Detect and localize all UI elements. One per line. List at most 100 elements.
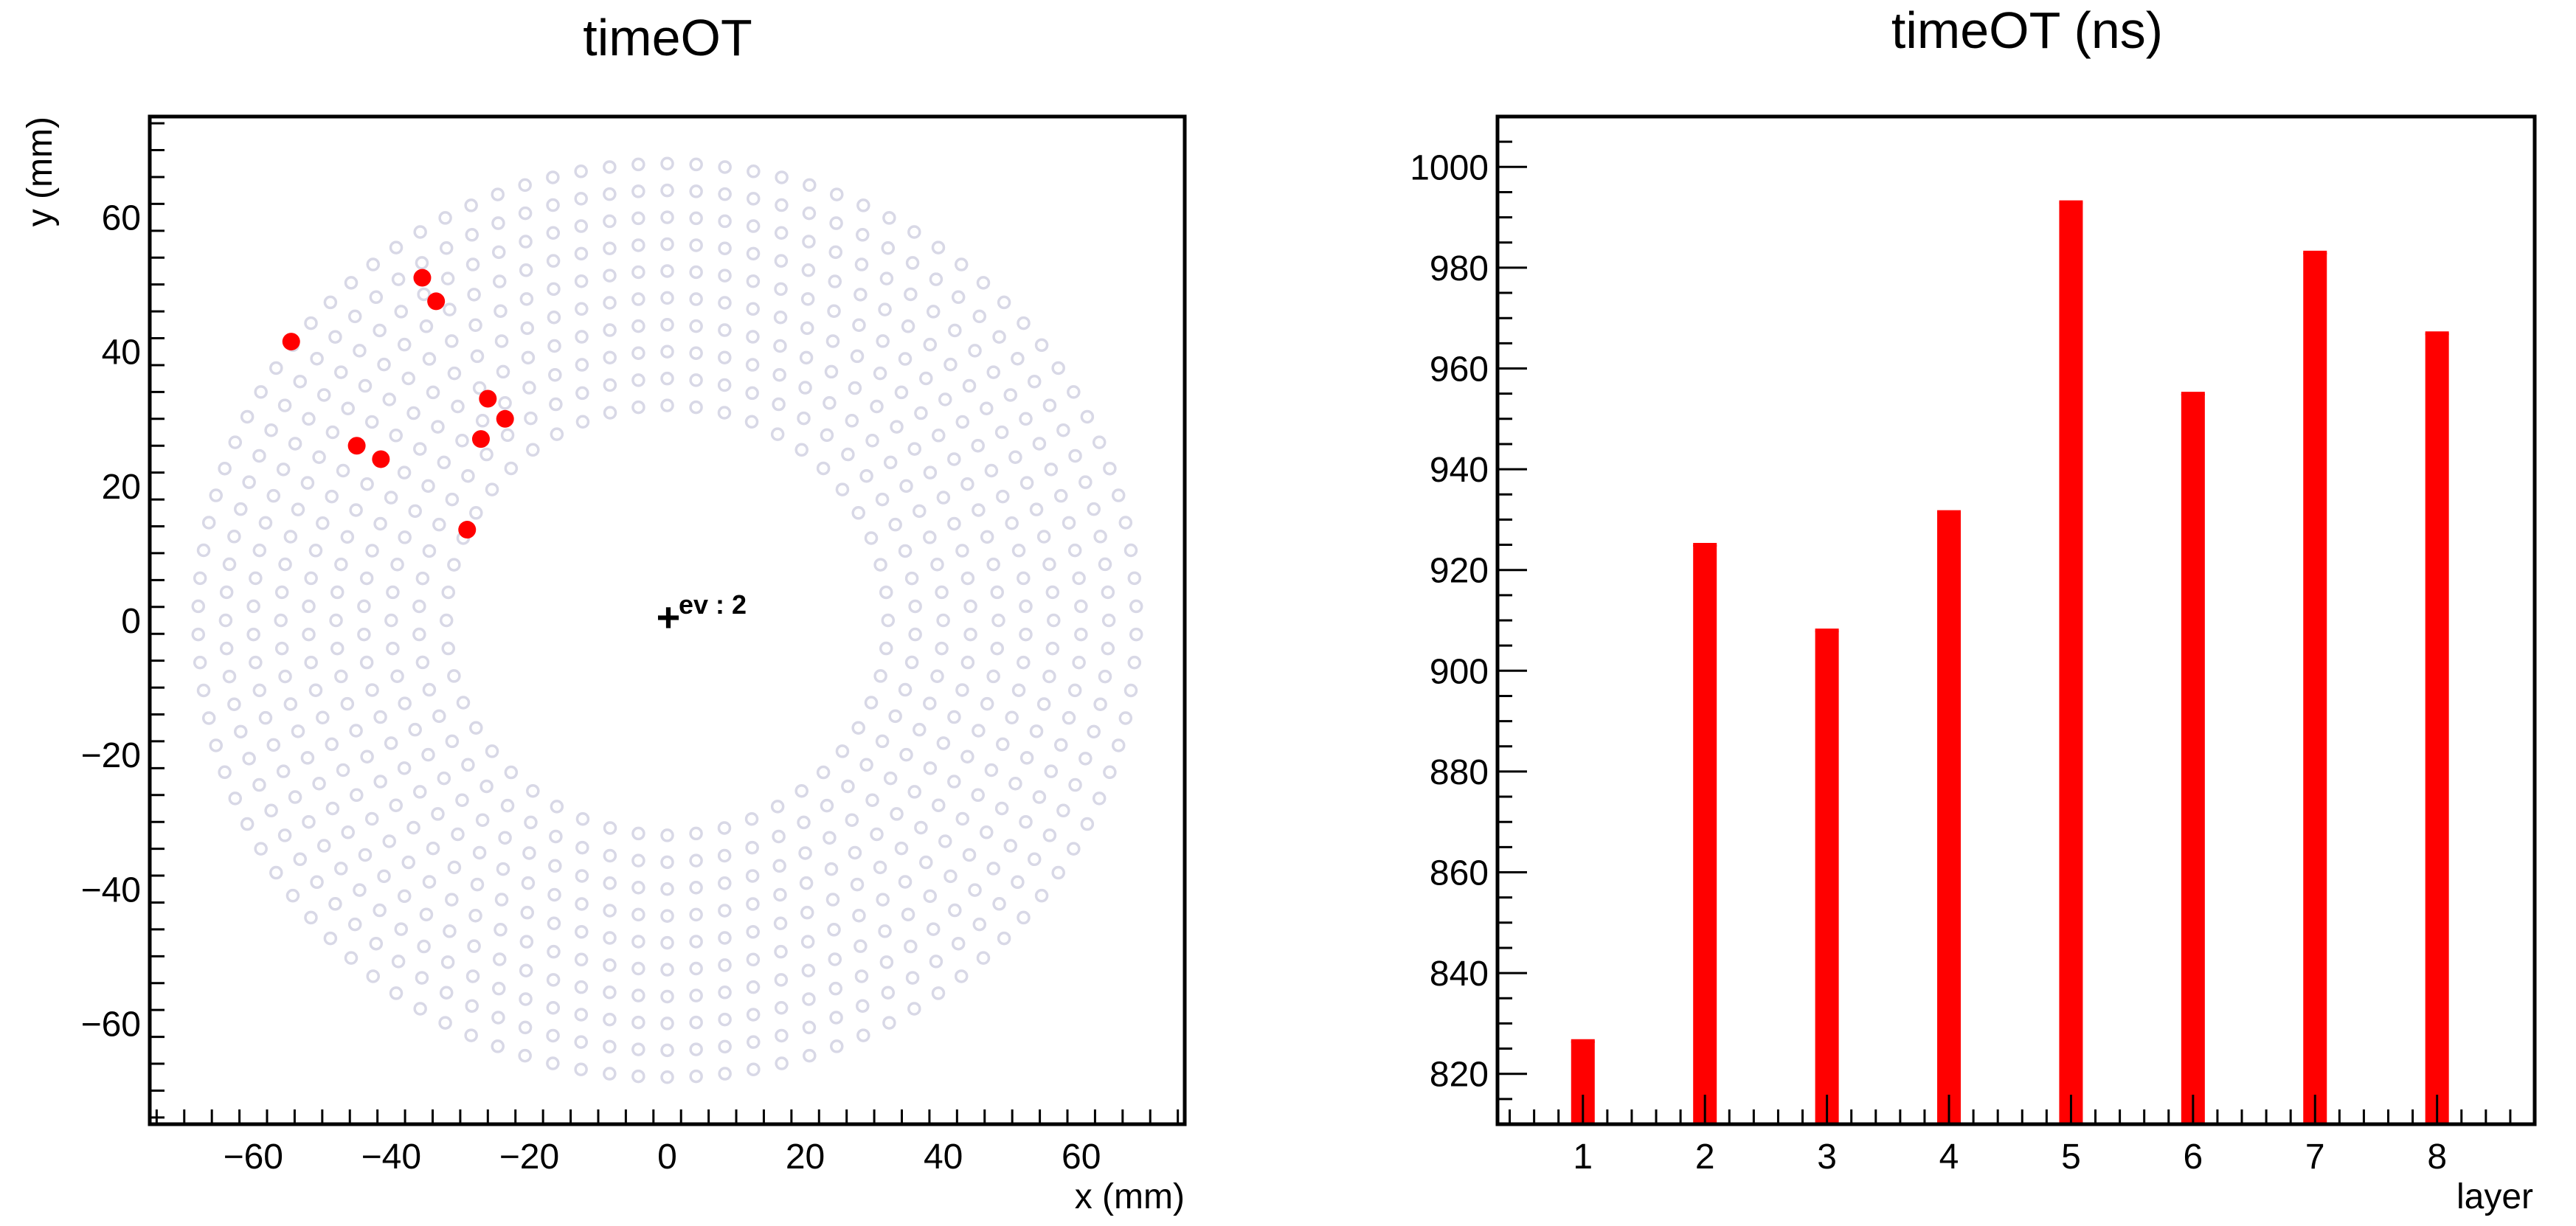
ring-marker [550,800,564,814]
ring-marker [439,613,454,628]
ring-marker [329,613,343,628]
ring-marker [277,398,292,412]
ring-marker [1092,792,1107,806]
ring-marker [881,241,896,255]
ring-marker [422,682,437,697]
ring-marker [325,489,339,504]
ring-marker [394,305,409,319]
ring-marker [519,963,533,977]
ring-marker [549,829,563,844]
hit-point [471,430,490,449]
ring-marker [1019,412,1033,426]
ring-marker [456,696,471,710]
ring-marker [234,502,248,516]
ring-marker [302,627,316,642]
ring-marker [873,860,887,875]
ring-marker [992,330,1006,344]
ring-marker [285,888,300,903]
ring-marker [1127,655,1142,670]
ring-marker [341,401,355,415]
ring-marker [747,1035,761,1049]
ring-marker [500,798,515,813]
ring-marker [689,346,703,360]
ring-marker [980,696,994,711]
ring-marker [1098,669,1112,684]
ring-marker [447,558,461,572]
ring-marker [689,826,703,841]
hit-point [458,521,477,539]
ring-marker [955,683,969,697]
ring-marker [774,226,789,240]
ring-marker [603,160,617,174]
ring-marker [389,429,403,443]
ring-marker [276,764,291,778]
ring-marker [242,752,256,766]
ring-marker [1068,777,1082,792]
y-tick-label: 840 [1430,955,1489,994]
y-tick-label: 60 [102,199,141,238]
ring-marker [923,889,938,904]
ring-marker [923,337,938,352]
ring-marker [859,758,873,772]
ring-marker [745,840,759,855]
ring-marker [883,771,898,786]
ring-marker [689,1069,703,1084]
ring-marker [431,807,445,821]
ring-marker [1042,398,1057,412]
ring-marker [660,1043,674,1058]
ring-marker [340,530,355,544]
ring-marker [717,406,732,420]
ring-marker [465,999,479,1013]
ring-marker [770,427,785,441]
ring-marker [852,908,866,923]
ring-marker [976,276,991,290]
ring-marker [603,378,617,392]
ring-marker [689,184,703,198]
ring-marker [222,557,237,572]
ring-marker [365,544,379,558]
ring-marker [269,865,283,880]
ring-marker [603,406,617,420]
ring-marker [398,530,412,544]
ring-marker [1103,461,1117,476]
ring-marker [1129,627,1143,642]
ring-marker [603,269,617,283]
y-tick-label: 880 [1430,753,1489,792]
ring-marker [547,916,561,931]
ring-marker [325,801,340,816]
ring-marker [931,986,946,1000]
ring-marker [848,381,862,395]
y-tick-label: 920 [1430,552,1489,591]
ring-marker [746,980,761,994]
ring-marker [960,571,975,586]
ring-marker [1008,450,1022,464]
ring-marker [369,936,384,951]
ring-marker [366,969,381,983]
ring-marker [389,798,403,812]
ring-marker [465,969,480,983]
bar [1815,630,1839,1124]
ring-marker [873,669,887,683]
ring-marker [470,349,485,364]
x-tick-label: 40 [924,1137,963,1177]
ring-marker [1005,710,1019,724]
ring-marker [851,721,865,735]
ring-marker [936,736,951,750]
ring-marker [359,571,374,586]
ring-marker [209,738,224,752]
ring-marker [373,323,387,338]
ring-marker [971,438,985,453]
ring-marker [439,241,454,255]
ring-marker [854,288,868,302]
ring-marker [660,398,674,412]
ring-marker [1029,502,1044,516]
ring-marker [901,907,915,921]
ring-marker [447,669,461,683]
ring-marker [575,897,589,911]
ring-marker [1005,516,1019,530]
ring-marker [412,627,426,642]
ring-marker [389,240,404,254]
ring-marker [689,907,703,922]
bar-series [1571,200,2449,1125]
ring-marker [316,710,330,724]
